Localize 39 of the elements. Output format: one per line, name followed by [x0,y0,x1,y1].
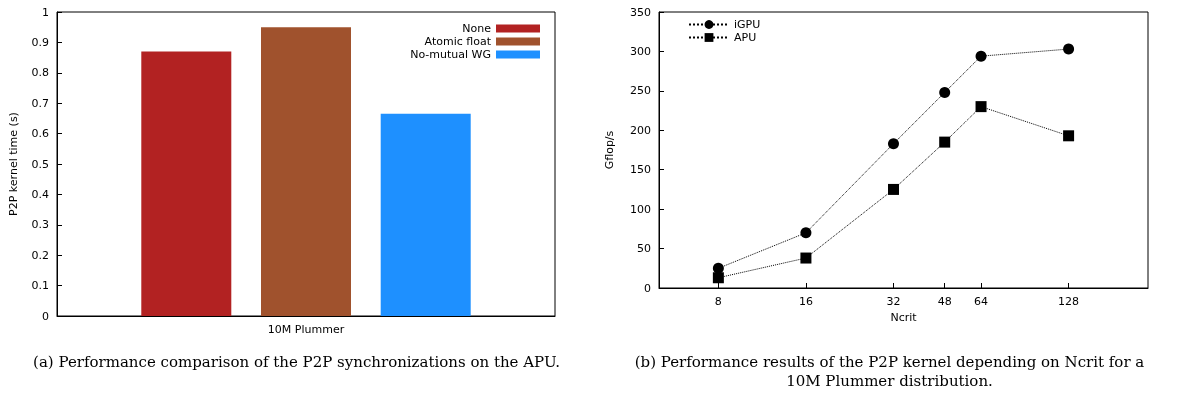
bar [261,27,351,316]
y-tick-label: 200 [630,123,651,137]
y-tick-label: 250 [630,84,651,98]
text: (a) Performance comparison of the P2P synchronizations on the APU. [32,352,561,372]
y-tick-label: 1 [42,5,49,19]
bar [380,113,471,316]
y-tick-label: 0.7 [31,96,49,110]
y-axis-title: Gflop/s [603,130,616,170]
text: (b) Performance results of the P2P kernel depending on Ncrit for a 10M Plummer distribution. [633,352,1146,391]
x-tick-label: 128 [1058,295,1080,308]
y-tick-label: 0 [42,309,49,323]
y-tick-label: 0.4 [31,187,49,201]
x-tick-label: 48 [937,295,952,308]
legend-label: No-mutual WG [410,48,491,61]
y-tick-label: 150 [630,163,651,177]
x-tick-label: 64 [974,295,989,308]
y-tick-label: 0.9 [31,35,49,49]
y-tick-label: 0.8 [31,66,49,80]
y-tick-label: 50 [637,242,651,256]
legend-label: None [462,22,492,35]
y-tick-label: 0.2 [31,248,49,262]
x-tick-label: 8 [714,295,722,308]
y-tick-label: 350 [630,5,651,19]
bar [141,51,232,316]
legend-label: iGPU [734,18,761,31]
x-tick-label: 10M Plummer [267,323,345,336]
x-axis-title: Ncrit [890,311,918,324]
y-axis-title: P2P kernel time (s) [7,112,20,216]
x-tick-label: 16 [798,295,813,308]
y-tick-label: 0 [644,281,651,295]
legend-label: APU [734,31,757,44]
legend-label: Atomic float [424,35,492,48]
y-tick-label: 0.5 [31,157,49,171]
y-tick-label: 0.6 [31,127,49,141]
y-tick-label: 0.1 [31,279,49,293]
y-tick-label: 0.3 [31,218,49,232]
y-tick-label: 300 [630,44,651,58]
y-tick-label: 100 [630,202,651,216]
x-tick-label: 32 [886,295,901,308]
